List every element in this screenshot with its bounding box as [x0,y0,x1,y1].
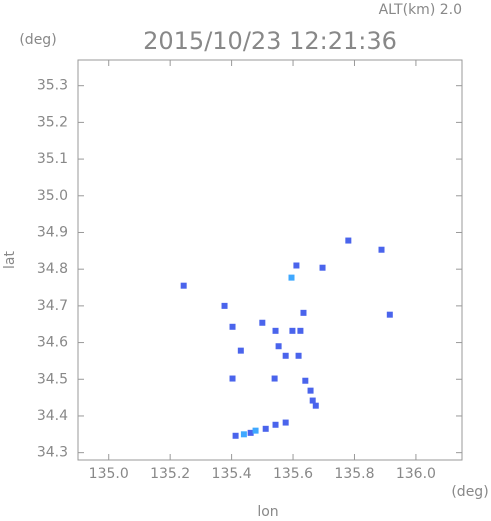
x-tick-label: 135.0 [89,466,129,482]
echo-point [302,377,309,384]
echo-point [282,419,289,426]
chart-title: 2015/10/23 12:21:36 [143,27,397,55]
echo-point [312,402,319,409]
echo-point [386,311,393,318]
echo-point [319,264,326,271]
echo-point [272,327,279,334]
y-tick-label: 34.9 [37,224,68,240]
y-unit: (deg) [19,32,56,48]
y-tick-label: 34.8 [37,261,68,277]
echo-point [262,425,269,432]
echo-point [295,352,302,359]
plot-frame [77,59,463,461]
echo-point [282,352,289,359]
echo-point [300,309,307,316]
echo-point [259,319,266,326]
x-tick-label: 136.0 [396,466,436,482]
echo-point [272,421,279,428]
x-tick-label: 135.2 [150,466,190,482]
echo-point [288,274,295,281]
echo-point [293,262,300,269]
x-unit: (deg) [451,484,488,500]
x-axis-label: lon [257,504,278,520]
y-tick-label: 35.0 [37,188,68,204]
x-tick-label: 135.6 [273,466,313,482]
echo-point [240,431,247,438]
echo-point [309,397,316,404]
echo-point [289,327,296,334]
y-tick-label: 35.1 [37,151,68,167]
echo-point [221,302,228,309]
echo-point [180,282,187,289]
y-tick-label: 34.4 [37,408,68,424]
echo-point [297,327,304,334]
subtitle: ALT(km) 2.0 [379,2,462,18]
echo-point [307,387,314,394]
x-tick-label: 135.8 [334,466,374,482]
y-tick-label: 34.7 [37,298,68,314]
y-tick-label: 34.3 [37,445,68,461]
echo-point [252,427,259,434]
x-tick-label: 135.4 [212,466,252,482]
echo-point [247,429,254,436]
echo-point [229,375,236,382]
y-tick-label: 34.5 [37,371,68,387]
echo-point [229,323,236,330]
echo-point [378,246,385,253]
y-axis-label: lat [2,251,18,269]
y-tick-label: 35.2 [37,114,68,130]
echo-point [237,347,244,354]
y-tick-label: 35.3 [37,78,68,94]
echo-point [275,343,282,350]
echo-point [232,432,239,439]
echo-point [271,375,278,382]
y-tick-label: 34.6 [37,335,68,351]
echo-point [345,237,352,244]
